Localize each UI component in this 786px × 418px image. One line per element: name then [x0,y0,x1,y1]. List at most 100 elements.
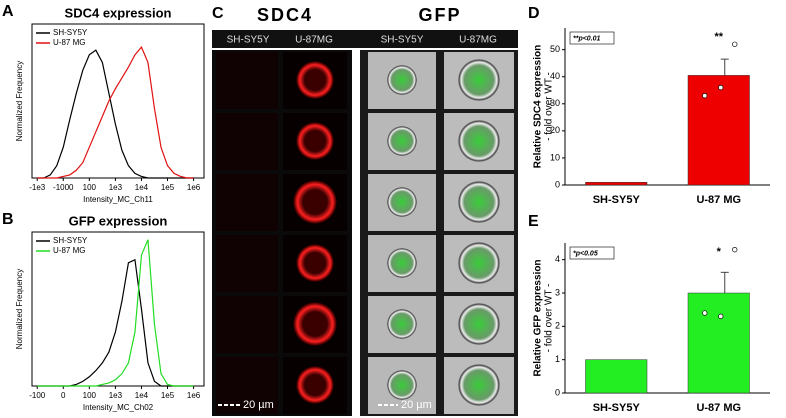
plot-frame [31,23,205,179]
x-tick-label: 1e6 [187,183,201,192]
x-tick-label: 1e5 [161,183,175,192]
histogram-line [37,239,194,387]
data-point [702,310,708,316]
header-band [212,30,518,48]
cell [387,370,417,400]
x-tick-label: 100 [83,391,97,400]
note-box [569,246,615,260]
x-tick-label: SH-SY5Y [593,194,641,206]
cell-image [216,235,278,292]
data-point [732,247,738,253]
chart-title: GFP expression [69,213,168,228]
y-axis-label: - fold over WT - [544,72,555,141]
cell [458,120,500,162]
panel-label: B [2,211,14,228]
x-tick-label: SH-SY5Y [593,402,641,414]
y-tick-label: 0 [555,387,560,397]
cell [458,242,500,284]
x-tick-label: U-87 MG [696,402,741,414]
x-tick-label: 1e3 [109,391,123,400]
legend-label: U-87 MG [53,246,85,255]
y-tick-label: 4 [555,254,560,264]
x-axis-label: Intensity_MC_Ch02 [83,403,154,412]
x-tick-label: 0 [61,391,66,400]
note: *p<0.05 [573,250,598,257]
cell [387,187,417,217]
y-axis-label: Normalized Frequency [15,269,24,349]
cell-image [216,296,278,353]
x-tick-label: 100 [83,183,97,192]
panel-label: D [528,5,540,22]
scale-bar-label: 20 µm [401,399,432,411]
column-header: SH-SY5Y [227,35,270,46]
bar [687,75,750,186]
gfp-panel-bg [360,50,518,416]
column-header: U-87MG [459,35,497,46]
y-axis-label: - fold over WT - [544,284,555,353]
x-tick-label: -1e3 [29,183,46,192]
note: **p<0.01 [573,35,601,42]
x-tick-label: 1e4 [135,391,149,400]
y-tick-label: 20 [550,125,560,135]
legend-label: SH-SY5Y [53,236,88,245]
data-point [718,313,724,319]
cell [296,366,334,404]
panel-label: A [2,3,14,20]
y-tick-label: 0 [555,179,560,189]
y-tick-label: 50 [550,44,560,54]
panel-title: SDC4 [257,5,313,25]
sdc4-panel-bg [212,50,352,416]
scale-bar-label: 20 µm [243,399,274,411]
cell [458,364,500,406]
cell-image [216,113,278,170]
cell [296,61,334,99]
bar [585,182,648,186]
y-axis-label: Relative GFP expression [533,259,544,376]
cell [458,181,500,223]
panel-title: GFP [418,5,461,25]
histogram-line [37,258,194,387]
cell [387,65,417,95]
data-point [702,93,708,99]
cell [296,122,334,160]
cell [293,302,337,346]
note-box [569,31,615,45]
cell [387,126,417,156]
legend-label: U-87 MG [53,38,85,47]
legend-label: SH-SY5Y [53,28,88,37]
x-tick-label: 1e5 [161,391,175,400]
cell [296,244,334,282]
histogram-line [37,49,194,179]
cell [387,248,417,278]
x-tick-label: 1e6 [187,391,201,400]
y-tick-label: 10 [550,152,560,162]
histogram-line [37,45,194,179]
cell [458,303,500,345]
y-axis-label: Relative SDC4 expression [533,45,544,168]
panel-label: E [528,213,539,230]
significance: * [717,246,722,258]
y-tick-label: 3 [555,287,560,297]
data-point [718,84,724,91]
y-tick-label: 1 [555,354,560,364]
x-tick-label: 1e3 [109,183,123,192]
x-tick-label: -100 [29,391,46,400]
panel-label: C [212,5,224,22]
cell-image [216,174,278,231]
data-point [732,41,738,47]
cell [387,309,417,339]
x-tick-label: -1000 [53,183,74,192]
cell [293,180,337,224]
y-tick-label: 2 [555,321,560,331]
y-axis-label: Normalized Frequency [15,61,24,141]
bar [585,359,648,394]
cell [458,59,500,101]
x-tick-label: U-87 MG [696,194,741,206]
y-tick-label: 40 [550,71,560,81]
bar [687,292,750,394]
x-axis-label: Intensity_MC_Ch11 [83,195,153,204]
chart-title: SDC4 expression [65,5,172,20]
significance: ** [714,31,723,43]
